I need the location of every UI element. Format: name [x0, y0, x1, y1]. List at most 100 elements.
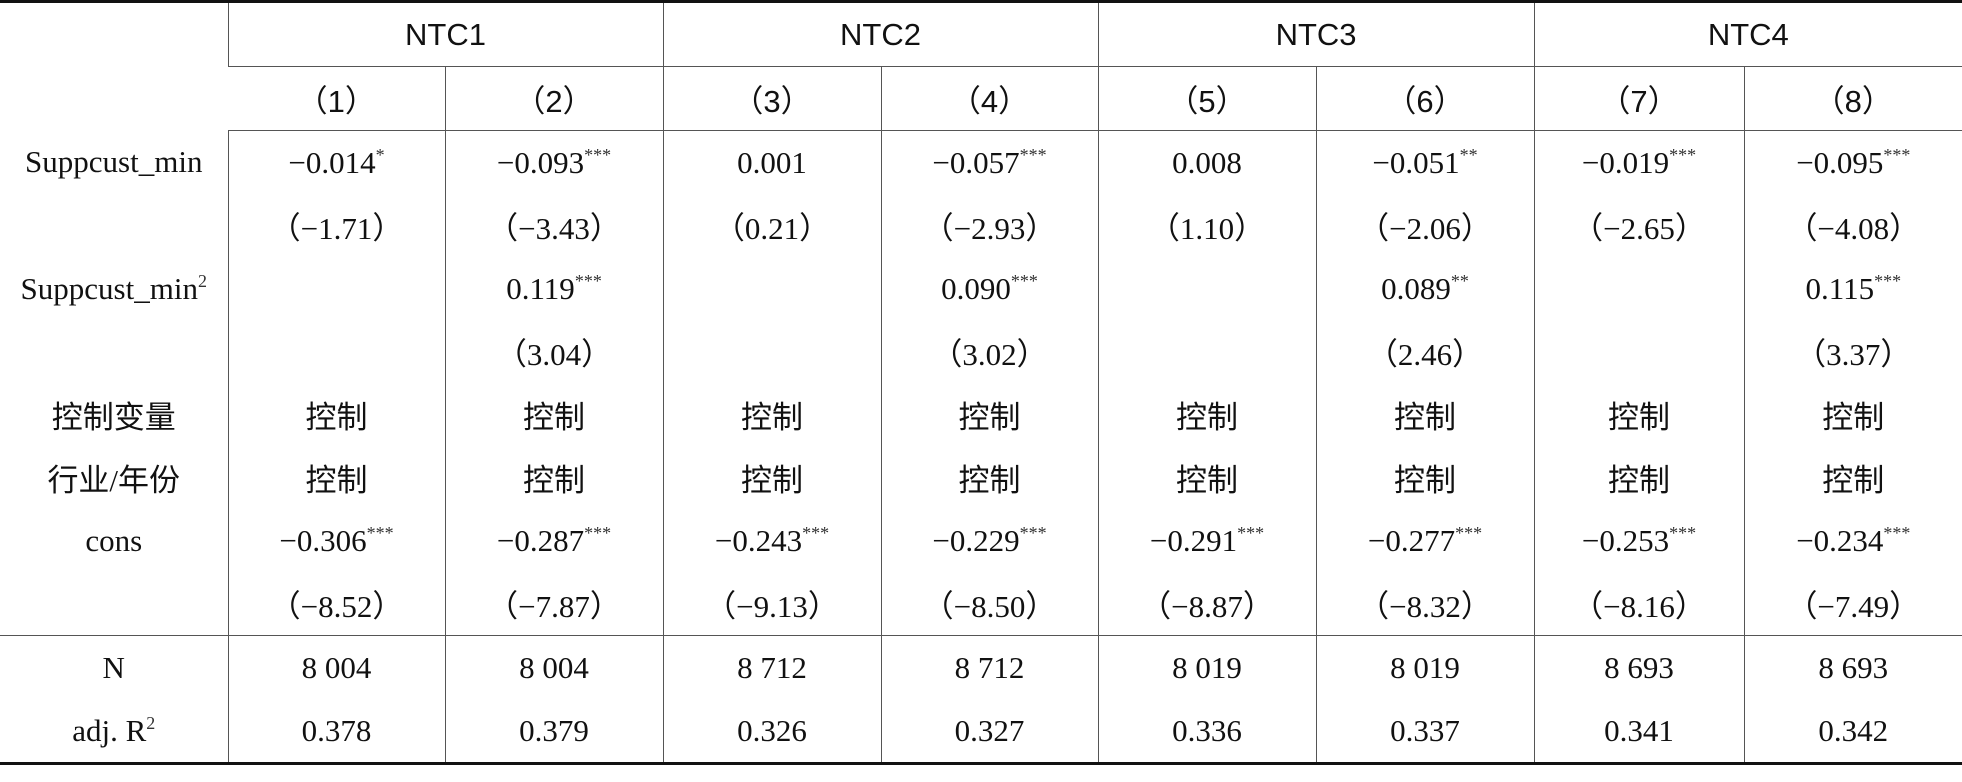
cell: 控制	[880, 446, 1099, 509]
table-body: NTC1 NTC2 NTC3 NTC4 （1） （2） （3） （4） （5） （6） （7） （8）…	[0, 0, 1962, 765]
group-header: NTC1	[227, 0, 664, 67]
cell-text: 0.115	[1805, 270, 1875, 306]
cell: 0.342	[1743, 699, 1962, 765]
cell	[1097, 257, 1317, 320]
cell: 8 004	[444, 635, 664, 699]
cell: −0.243***	[662, 509, 882, 572]
cell: 8 693	[1533, 635, 1745, 699]
superscript: ***	[1455, 522, 1483, 543]
cell: （−8.32）	[1315, 572, 1535, 636]
cell: （3.02）	[880, 320, 1099, 383]
cell: 0.090***	[880, 257, 1099, 320]
superscript: **	[1450, 270, 1469, 291]
cell-text: −0.287	[496, 522, 585, 558]
cell-text: −0.019	[1581, 144, 1670, 180]
cell: （−2.65）	[1533, 194, 1745, 257]
cell: （−7.87）	[444, 572, 664, 636]
group-header: NTC3	[1097, 0, 1535, 67]
cell-text: Suppcust_min	[20, 270, 198, 306]
cell-text: −0.014	[288, 144, 376, 180]
superscript: ***	[1010, 270, 1038, 291]
cell: −0.287***	[444, 509, 664, 572]
cell: 0.341	[1533, 699, 1745, 765]
cell	[662, 320, 882, 383]
cell	[1097, 320, 1317, 383]
cell: −0.229***	[880, 509, 1099, 572]
row-label: 控制变量	[51, 400, 176, 435]
column-header: （4）	[880, 66, 1099, 131]
table-row: adj. R2 0.378 0.379 0.326 0.327 0.336 0.337 0.3…	[0, 699, 1962, 765]
cell: 控制	[1097, 383, 1317, 446]
group-header-row: NTC1 NTC2 NTC3 NTC4	[0, 0, 1962, 131]
superscript: ***	[1669, 144, 1697, 165]
table-row: 控制变量 控制 控制 控制 控制 控制 控制 控制 控制	[0, 383, 1962, 446]
row-label: cons	[85, 522, 143, 558]
cell: 控制	[880, 383, 1099, 446]
cell: 0.327	[880, 699, 1099, 765]
table-row: Suppcust_min2 0.119*** 0.090*** 0.089** 0.11…	[0, 257, 1962, 320]
cell-text: 0.119	[506, 270, 575, 306]
cell: 8 712	[662, 635, 882, 699]
superscript: ***	[1669, 522, 1697, 543]
superscript: ***	[1019, 144, 1047, 165]
cell: 0.001	[662, 130, 882, 194]
cell: 控制	[1097, 446, 1317, 509]
cell-text: −0.253	[1581, 522, 1670, 558]
row-label	[0, 572, 228, 636]
cell-text: −0.277	[1367, 522, 1456, 558]
column-header: （7）	[1533, 66, 1745, 131]
cell: 控制	[662, 446, 882, 509]
cell: 0.337	[1315, 699, 1535, 765]
table-row: cons −0.306*** −0.287*** −0.243*** −0.229***…	[0, 509, 1962, 572]
row-label: Suppcust_min2	[0, 257, 228, 320]
row-label: 行业/年份	[47, 463, 181, 498]
cell-text: −0.229	[932, 522, 1020, 558]
cell: （−2.93）	[880, 194, 1099, 257]
cell: −0.234***	[1743, 509, 1962, 572]
cell: −0.057***	[880, 130, 1099, 194]
superscript: ***	[1019, 522, 1047, 543]
cell: −0.306***	[227, 509, 445, 572]
cell: （−1.71）	[227, 194, 445, 257]
superscript: 2	[197, 270, 207, 291]
regression-table: NTC1 NTC2 NTC3 NTC4 （1） （2） （3） （4） （5） （6） （7） （8）…	[0, 0, 1962, 765]
table-row: （3.04） （3.02） （2.46） （3.37）	[0, 320, 1962, 383]
cell: （−8.50）	[880, 572, 1099, 636]
superscript: ***	[802, 522, 830, 543]
group-header: NTC2	[662, 0, 1099, 67]
cell: 控制	[444, 446, 664, 509]
cell: −0.095***	[1743, 130, 1962, 194]
table-row: Suppcust_min −0.014* −0.093*** 0.001 −0.057*…	[0, 130, 1962, 194]
cell-text: 0.089	[1381, 270, 1451, 306]
superscript: **	[1459, 144, 1478, 165]
group-header: NTC4	[1533, 0, 1962, 67]
cell: 0.008	[1097, 130, 1317, 194]
table-row: （−8.52） （−7.87） （−9.13） （−8.50） （−8.87） （−8.3…	[0, 572, 1962, 636]
cell: 0.119***	[444, 257, 664, 320]
table-row: 行业/年份 控制 控制 控制 控制 控制 控制 控制 控制	[0, 446, 1962, 509]
row-label: N	[0, 635, 228, 699]
column-header: （3）	[662, 66, 882, 131]
table-row: （−1.71） （−3.43） （0.21） （−2.93） （1.10） （−2.06）…	[0, 194, 1962, 257]
superscript: ***	[1883, 144, 1911, 165]
cell: 0.336	[1097, 699, 1317, 765]
superscript: ***	[1237, 522, 1265, 543]
cell: 8 019	[1097, 635, 1317, 699]
superscript: ***	[584, 144, 612, 165]
cell: （0.21）	[662, 194, 882, 257]
cell-text: −0.093	[496, 144, 585, 180]
superscript: ***	[1874, 270, 1902, 291]
cell: （2.46）	[1315, 320, 1535, 383]
cell: （−2.06）	[1315, 194, 1535, 257]
cell: 控制	[1533, 446, 1745, 509]
cell: 控制	[1315, 446, 1535, 509]
cell: （−8.52）	[227, 572, 445, 636]
cell: （−3.43）	[444, 194, 664, 257]
cell	[227, 320, 445, 383]
superscript: 2	[146, 712, 156, 733]
cell: 0.115***	[1743, 257, 1962, 320]
cell: 控制	[227, 446, 445, 509]
subheader-row: （1） （2） （3） （4） （5） （6） （7） （8）	[0, 66, 1962, 131]
cell: （3.37）	[1743, 320, 1962, 383]
